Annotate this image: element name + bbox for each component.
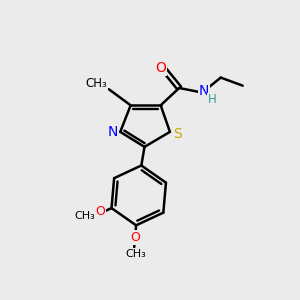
Text: S: S	[173, 127, 182, 141]
Text: CH₃: CH₃	[125, 249, 146, 259]
Text: O: O	[130, 232, 140, 244]
Text: N: N	[108, 125, 118, 139]
Text: CH₃: CH₃	[85, 77, 107, 90]
Text: H: H	[208, 94, 217, 106]
Text: O: O	[95, 205, 105, 218]
Text: O: O	[155, 61, 166, 75]
Text: N: N	[199, 84, 209, 98]
Text: CH₃: CH₃	[75, 211, 95, 221]
